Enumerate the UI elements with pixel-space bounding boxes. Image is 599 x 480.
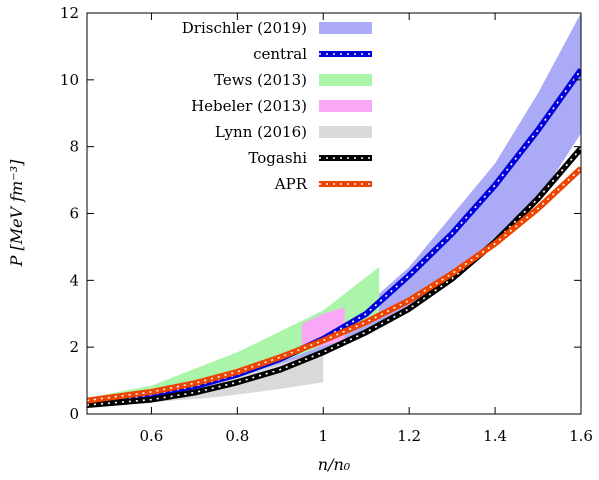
legend-item-lynn-2016: Lynn (2016) bbox=[215, 123, 372, 141]
legend-item-apr: APR bbox=[274, 175, 372, 193]
legend: Drischler (2019) central Tews (2013) Hebele… bbox=[182, 19, 372, 193]
y-tick-label: 2 bbox=[69, 338, 79, 356]
y-axis-label: P [MeV fm⁻³] bbox=[7, 159, 26, 268]
band-hebeler-2013 bbox=[301, 307, 345, 351]
legend-label-apr: APR bbox=[274, 175, 308, 193]
x-tick-label: 1 bbox=[318, 427, 328, 445]
legend-label-togashi: Togashi bbox=[248, 149, 307, 167]
legend-swatch-tews-2013 bbox=[319, 74, 372, 86]
x-tick-label: 1.6 bbox=[569, 427, 593, 445]
legend-item-tews-2013: Tews (2013) bbox=[214, 71, 372, 89]
y-tick-label: 10 bbox=[60, 71, 79, 89]
legend-item-drischler-2019: Drischler (2019) bbox=[182, 19, 372, 37]
legend-swatch-drischler-2019 bbox=[319, 22, 372, 34]
legend-label-hebeler-2013: Hebeler (2013) bbox=[191, 97, 307, 115]
x-tick-label: 0.6 bbox=[140, 427, 164, 445]
y-tick-label: 8 bbox=[69, 138, 79, 156]
legend-swatch-lynn-2016 bbox=[319, 126, 372, 138]
legend-label-drischler-2019: Drischler (2019) bbox=[182, 19, 307, 37]
x-tick-label: 0.8 bbox=[225, 427, 249, 445]
line-layer bbox=[87, 68, 581, 408]
y-tick-label: 4 bbox=[69, 271, 79, 289]
legend-item-togashi: Togashi bbox=[248, 149, 372, 167]
y-tick-label: 0 bbox=[69, 405, 79, 423]
legend-swatch-hebeler-2013 bbox=[319, 100, 372, 112]
y-tick-label: 12 bbox=[60, 4, 79, 22]
series-line-apr bbox=[87, 166, 581, 404]
x-tick-label: 1.4 bbox=[483, 427, 507, 445]
x-axis-label: n/n₀ bbox=[318, 455, 351, 474]
legend-item-central: central bbox=[253, 45, 372, 63]
x-tick-label: 1.2 bbox=[397, 427, 421, 445]
legend-label-lynn-2016: Lynn (2016) bbox=[215, 123, 307, 141]
y-tick-label: 6 bbox=[69, 205, 79, 223]
legend-label-central: central bbox=[253, 45, 307, 63]
series-dots-togashi bbox=[87, 147, 581, 406]
legend-item-hebeler-2013: Hebeler (2013) bbox=[191, 97, 372, 115]
legend-label-tews-2013: Tews (2013) bbox=[214, 71, 307, 89]
tick-layer: 0.6 0.8 1 1.2 1.4 1.6 0 2 4 6 8 10 12 bbox=[60, 4, 593, 445]
